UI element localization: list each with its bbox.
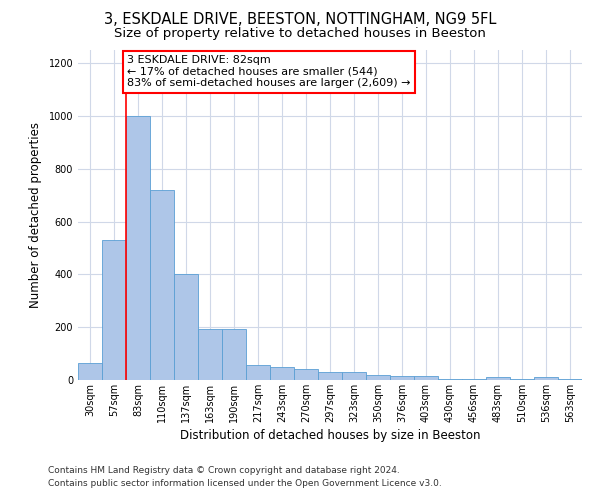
Bar [366, 374, 390, 380]
Bar [438, 378, 462, 380]
Bar [126, 116, 150, 380]
Bar [246, 366, 270, 380]
Bar [102, 240, 126, 380]
Bar [174, 274, 198, 380]
Bar [150, 190, 174, 380]
Bar [534, 378, 558, 380]
Text: 3 ESKDALE DRIVE: 82sqm
← 17% of detached houses are smaller (544)
83% of semi-de: 3 ESKDALE DRIVE: 82sqm ← 17% of detached… [127, 55, 410, 88]
Bar [390, 376, 414, 380]
X-axis label: Distribution of detached houses by size in Beeston: Distribution of detached houses by size … [180, 429, 480, 442]
Bar [78, 363, 102, 380]
Bar [318, 372, 342, 380]
Bar [462, 378, 486, 380]
Y-axis label: Number of detached properties: Number of detached properties [29, 122, 41, 308]
Bar [414, 376, 438, 380]
Bar [486, 378, 510, 380]
Bar [342, 372, 366, 380]
Text: Contains HM Land Registry data © Crown copyright and database right 2024.
Contai: Contains HM Land Registry data © Crown c… [48, 466, 442, 487]
Bar [510, 378, 534, 380]
Bar [198, 328, 222, 380]
Bar [270, 367, 294, 380]
Text: 3, ESKDALE DRIVE, BEESTON, NOTTINGHAM, NG9 5FL: 3, ESKDALE DRIVE, BEESTON, NOTTINGHAM, N… [104, 12, 496, 28]
Text: Size of property relative to detached houses in Beeston: Size of property relative to detached ho… [114, 28, 486, 40]
Bar [222, 328, 246, 380]
Bar [294, 370, 318, 380]
